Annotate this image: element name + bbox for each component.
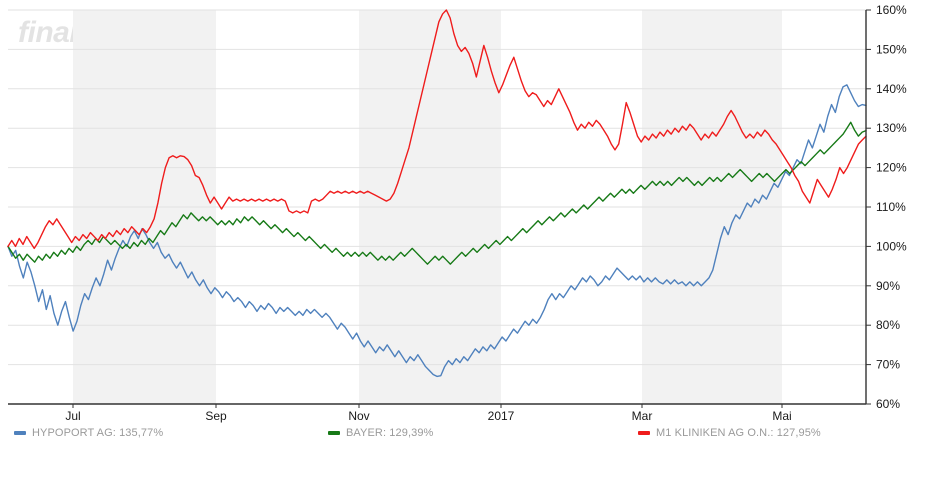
y-tick-label: 70% <box>876 358 900 372</box>
y-tick-label: 60% <box>876 397 900 411</box>
x-tick-label: Nov <box>348 409 369 423</box>
chart-legend: HYPOPORT AG: 135,77% BAYER: 129,39% M1 KLI… <box>0 424 940 444</box>
legend-label: M1 KLINIKEN AG O.N.: 127,95% <box>656 427 821 439</box>
y-tick-label: 100% <box>876 239 907 253</box>
x-tick-label: Jul <box>65 409 80 423</box>
y-tick-label: 110% <box>876 200 906 214</box>
gridlines <box>8 9 866 366</box>
legend-item-hypoport[interactable]: HYPOPORT AG: 135,77% <box>14 424 163 442</box>
legend-label: BAYER: 129,39% <box>346 427 434 439</box>
x-tick-label: Sep <box>205 409 227 423</box>
x-tick-label: Mai <box>772 409 791 423</box>
series-line <box>7 9 867 250</box>
legend-item-m1-kliniken[interactable]: M1 KLINIKEN AG O.N.: 127,95% <box>638 424 821 442</box>
y-tick-label: 80% <box>876 318 900 332</box>
y-tick-label: 90% <box>876 279 900 293</box>
legend-color-swatch <box>638 431 650 435</box>
x-tick-label: Mar <box>632 409 653 423</box>
y-tick-labels: 60% 70% 80% 90% 100% 110% 120% 130% 140% 150% 160% <box>866 3 907 411</box>
x-tick-label: 2017 <box>488 409 515 423</box>
series-line <box>7 121 867 265</box>
y-tick-label: 140% <box>876 82 907 96</box>
y-tick-label: 120% <box>876 161 907 175</box>
series-lines <box>7 9 867 378</box>
legend-item-bayer[interactable]: BAYER: 129,39% <box>328 424 433 442</box>
y-tick-label: 130% <box>876 121 907 135</box>
y-tick-label: 150% <box>876 42 907 56</box>
series-line <box>7 84 867 378</box>
legend-color-swatch <box>14 431 26 435</box>
legend-label: HYPOPORT AG: 135,77% <box>32 427 164 439</box>
x-tick-labels: Jul Sep Nov 2017 Mar Mai <box>65 404 792 423</box>
legend-color-swatch <box>328 431 340 435</box>
y-tick-label: 160% <box>876 3 907 17</box>
